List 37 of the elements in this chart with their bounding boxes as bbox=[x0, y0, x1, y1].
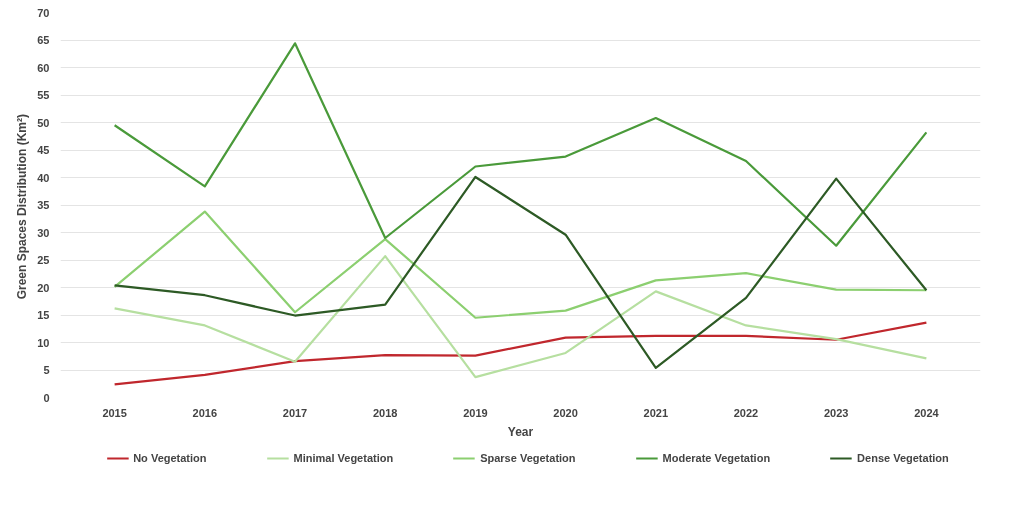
line-series bbox=[113, 175, 928, 369]
legend-label: Moderate Vegetation bbox=[662, 452, 771, 464]
line-series bbox=[113, 255, 928, 379]
x-tick-label: 2024 bbox=[914, 406, 940, 419]
x-tick-label: 2021 bbox=[643, 406, 669, 419]
y-tick-label: 60 bbox=[37, 61, 50, 74]
y-tick-label: 70 bbox=[37, 6, 50, 19]
legend-label: No Vegetation bbox=[133, 452, 207, 464]
legend-label: Sparse Vegetation bbox=[480, 452, 576, 464]
x-tick-label: 2019 bbox=[463, 406, 488, 419]
y-tick-label: 0 bbox=[43, 391, 50, 404]
x-tick-label: 2022 bbox=[733, 406, 759, 419]
x-tick-label: 2023 bbox=[823, 406, 849, 419]
x-tick-label: 2016 bbox=[192, 406, 218, 419]
y-tick-label: 15 bbox=[37, 309, 50, 321]
y-axis-title: Green Spaces Distribution (Km²) bbox=[15, 113, 30, 300]
x-tick-label: 2017 bbox=[282, 406, 308, 419]
y-tick-label: 45 bbox=[37, 144, 50, 156]
legend-label: Dense Vegetation bbox=[857, 452, 949, 464]
x-tick-label: 2018 bbox=[372, 406, 398, 419]
y-tick-label: 10 bbox=[37, 336, 50, 349]
y-tick-label: 65 bbox=[37, 34, 50, 46]
x-tick-label: 2020 bbox=[553, 406, 578, 419]
x-axis-title: Year bbox=[507, 424, 534, 439]
y-tick-label: 55 bbox=[37, 89, 50, 101]
y-tick-label: 5 bbox=[43, 364, 50, 376]
line-series bbox=[113, 321, 928, 386]
y-tick-label: 20 bbox=[37, 281, 50, 294]
y-tick-label: 50 bbox=[37, 116, 50, 129]
y-tick-label: 25 bbox=[37, 254, 50, 266]
line-series bbox=[113, 210, 928, 319]
y-tick-label: 30 bbox=[37, 226, 50, 239]
x-tick-label: 2015 bbox=[102, 406, 127, 419]
legend-label: Minimal Vegetation bbox=[293, 452, 394, 464]
y-tick-label: 35 bbox=[37, 199, 50, 211]
y-tick-label: 40 bbox=[37, 171, 50, 184]
line-series bbox=[113, 42, 928, 247]
